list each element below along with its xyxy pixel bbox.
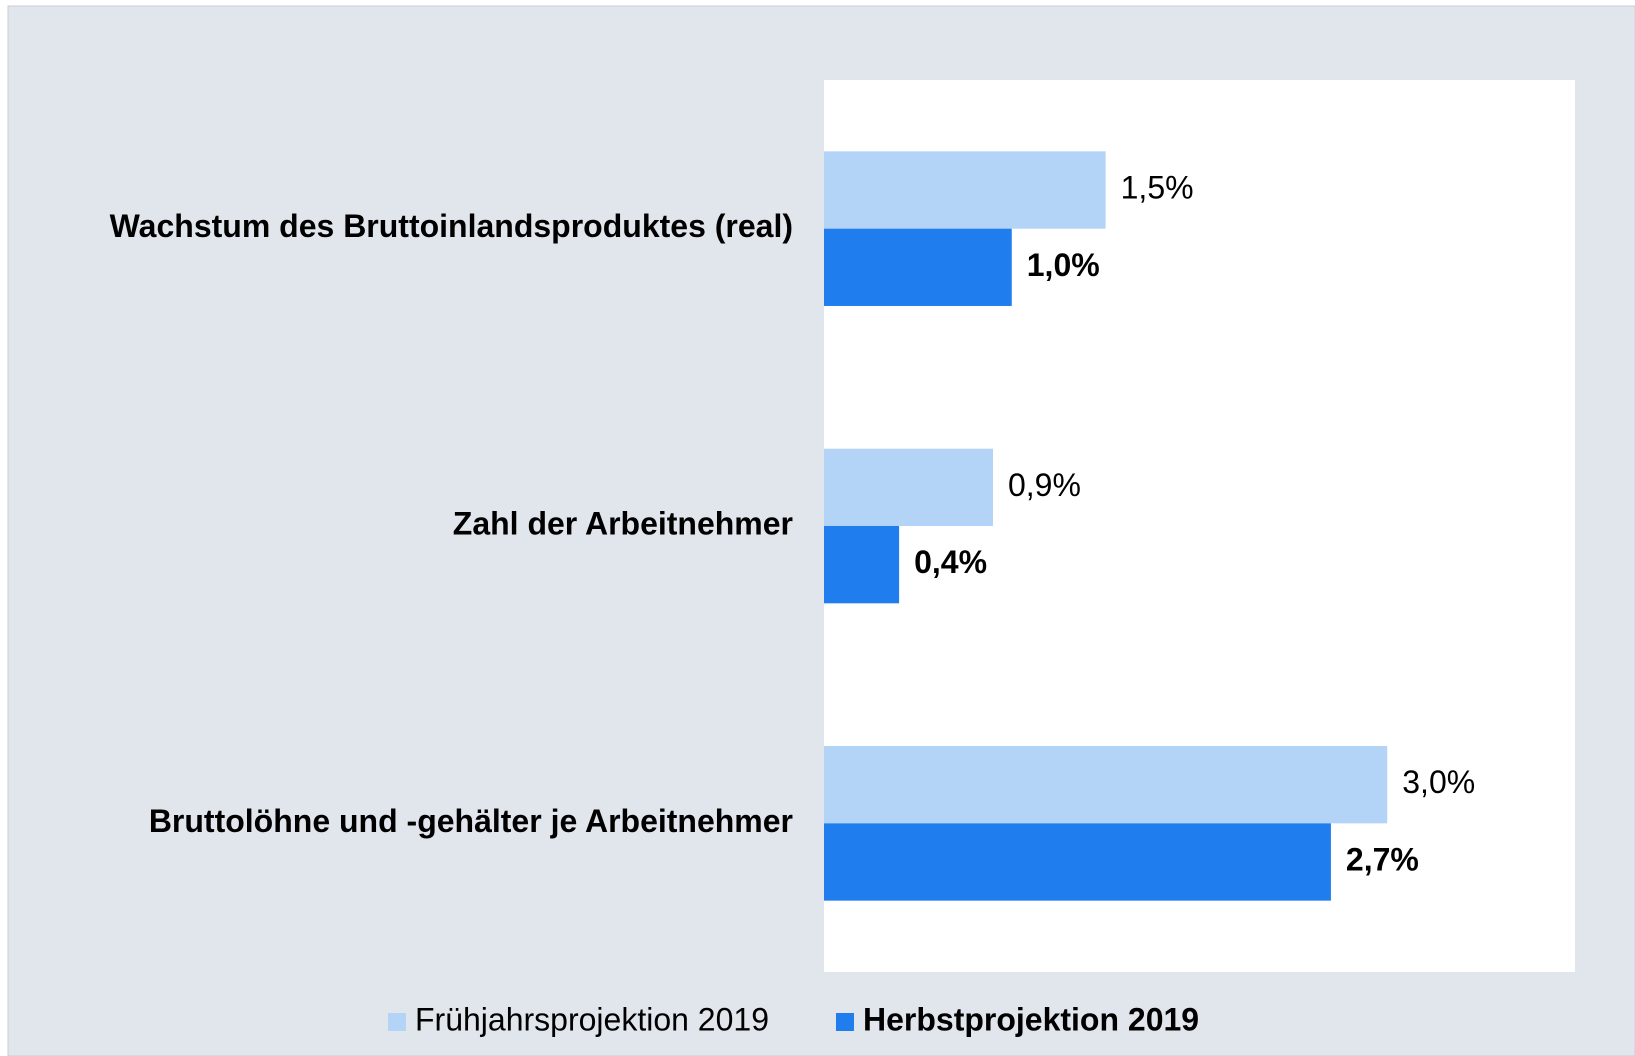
bar [824,228,1012,306]
legend-swatch [388,1013,406,1031]
bar [824,526,900,604]
bar [824,448,993,526]
legend-swatch [835,1013,854,1031]
data-label: 0,4% [914,544,987,580]
bar [824,823,1331,901]
data-label: 0,9% [1008,467,1081,503]
category-label: Wachstum des Bruttoinlandsproduktes (rea… [110,208,793,244]
bar [824,151,1106,229]
data-label: 2,7% [1346,841,1419,877]
category-label: Zahl der Arbeitnehmer [453,505,793,541]
legend-label: Frühjahrsprojektion 2019 [415,1001,769,1037]
bar [824,746,1388,824]
data-label: 3,0% [1402,764,1475,800]
category-label: Bruttolöhne und -gehälter je Arbeitnehme… [149,803,793,839]
data-label: 1,5% [1121,169,1194,205]
legend-label: Herbstprojektion 2019 [863,1001,1199,1037]
data-label: 1,0% [1027,247,1100,283]
